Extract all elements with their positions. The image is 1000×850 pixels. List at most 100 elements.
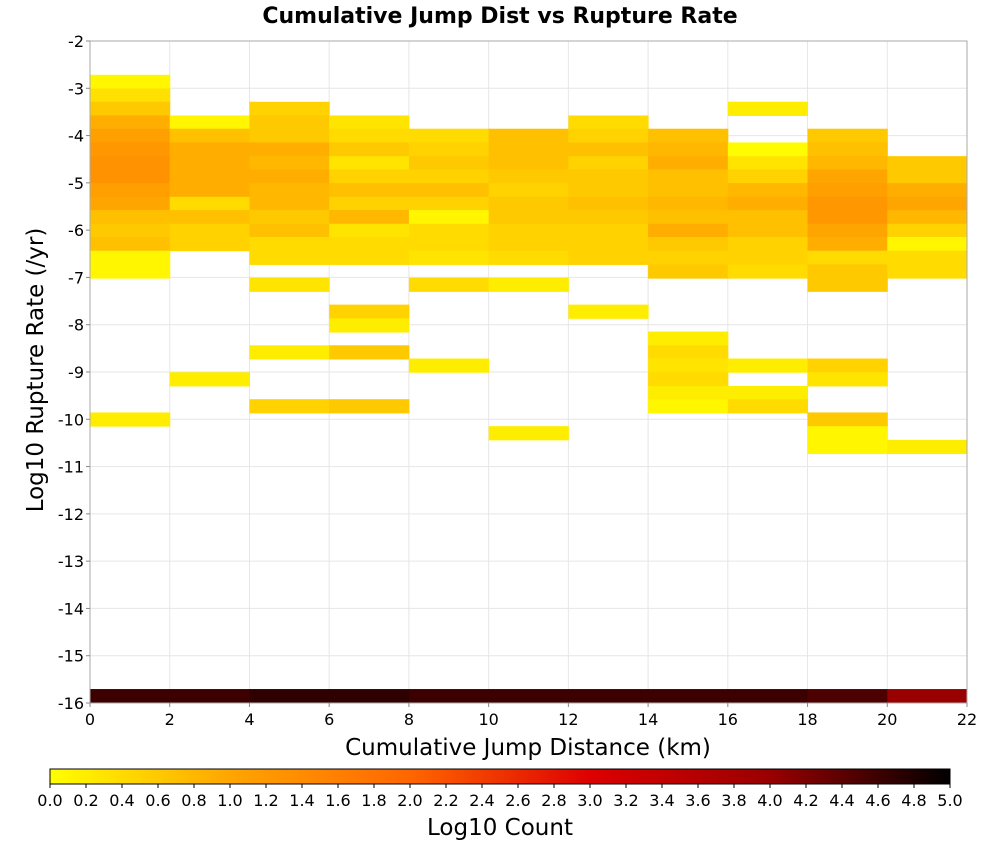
heatmap-cell — [408, 250, 490, 265]
heatmap-cell — [568, 196, 649, 212]
heatmap-cell — [90, 223, 171, 238]
heatmap-cell — [727, 250, 809, 265]
heatmap-cells — [90, 74, 968, 704]
heatmap-cell — [807, 169, 888, 184]
heatmap-cell — [648, 169, 729, 184]
heatmap-cell — [568, 115, 649, 130]
heatmap-cell — [488, 142, 569, 157]
heatmap-cell — [727, 689, 809, 704]
heatmap-cell — [169, 236, 250, 252]
heatmap-cell — [807, 236, 888, 252]
heatmap-cell — [169, 196, 250, 212]
colorbar-tick-label: 2.2 — [433, 791, 458, 810]
colorbar-tick-label: 1.8 — [361, 791, 386, 810]
heatmap-cell — [169, 223, 250, 238]
colorbar-label: Log10 Count — [427, 815, 573, 841]
y-tick-label: -10 — [58, 410, 84, 429]
heatmap-cell — [249, 250, 330, 265]
heatmap-cell — [90, 88, 171, 103]
heatmap-cell — [648, 331, 729, 346]
heatmap-cell — [807, 358, 888, 373]
x-tick-label: 10 — [478, 710, 498, 729]
y-tick-label: -5 — [68, 174, 84, 193]
heatmap-cell — [408, 223, 490, 238]
heatmap-cell — [807, 412, 888, 427]
heatmap-cell — [249, 101, 330, 116]
heatmap-cell — [807, 128, 888, 143]
x-tick-label: 4 — [244, 710, 254, 729]
x-tick-label: 8 — [404, 710, 414, 729]
heatmap-cell — [648, 372, 729, 387]
y-tick-label: -13 — [58, 552, 84, 571]
heatmap-cell — [169, 210, 250, 225]
heatmap-cell — [488, 169, 569, 184]
heatmap-cell — [249, 169, 330, 184]
heatmap-cell — [90, 236, 171, 252]
heatmap-cell — [90, 142, 171, 157]
heatmap-cell — [648, 223, 729, 238]
heatmap-cell — [90, 128, 171, 143]
heatmap-cell — [648, 264, 729, 279]
heatmap-cell — [408, 196, 490, 212]
heatmap-cell — [887, 264, 968, 279]
heatmap-cell — [329, 236, 410, 252]
heatmap-cell — [329, 142, 410, 157]
heatmap-cell — [249, 689, 330, 704]
heatmap-cell — [408, 169, 490, 184]
x-tick-label: 6 — [324, 710, 334, 729]
x-axis-label: Cumulative Jump Distance (km) — [345, 735, 711, 761]
colorbar-tick-label: 0.2 — [73, 791, 98, 810]
heatmap-cell — [807, 439, 888, 455]
heatmap-cell — [807, 277, 888, 292]
heatmap-cell — [408, 142, 490, 157]
heatmap-cell — [807, 426, 888, 441]
heatmap-cell — [408, 128, 490, 143]
colorbar-tick-label: 2.8 — [541, 791, 566, 810]
heatmap-cell — [568, 169, 649, 184]
colorbar-tick-label: 2.4 — [469, 791, 494, 810]
heatmap-cell — [249, 277, 330, 292]
heatmap-cell — [329, 689, 410, 704]
colorbar-tick-label: 0.8 — [181, 791, 206, 810]
heatmap-cell — [807, 183, 888, 198]
heatmap-cell — [648, 210, 729, 225]
colorbar — [49, 768, 951, 785]
heatmap-cell — [408, 277, 490, 292]
colorbar-tick-label: 4.6 — [865, 791, 890, 810]
x-tick-label: 20 — [877, 710, 897, 729]
colorbar-tick-label: 4.2 — [793, 791, 818, 810]
colorbar-tick-label: 3.4 — [649, 791, 674, 810]
heatmap-cell — [727, 385, 809, 401]
x-tick-label: 0 — [85, 710, 95, 729]
heatmap-cell — [249, 183, 330, 198]
heatmap-cell — [648, 250, 729, 265]
heatmap-cell — [329, 304, 410, 319]
heatmap-cell — [648, 358, 729, 373]
heatmap-cell — [727, 264, 809, 279]
heatmap-cell — [488, 156, 569, 171]
heatmap-cell — [807, 210, 888, 225]
heatmap-cell — [807, 223, 888, 238]
colorbar-tick-label: 0.4 — [109, 791, 134, 810]
heatmap-cell — [488, 196, 569, 212]
heatmap-cell — [488, 426, 569, 441]
heatmap-cell — [807, 156, 888, 171]
heatmap-cell — [90, 156, 171, 171]
heatmap-cell — [887, 250, 968, 265]
chart-title: Cumulative Jump Dist vs Rupture Rate — [262, 4, 737, 29]
heatmap-cell — [329, 210, 410, 225]
heatmap-cell — [568, 128, 649, 143]
heatmap-cell — [488, 277, 569, 292]
heatmap-cell — [648, 128, 729, 143]
heatmap-cell — [568, 210, 649, 225]
heatmap-cell — [488, 689, 569, 704]
heatmap-cell — [887, 223, 968, 238]
heatmap-cell — [807, 264, 888, 279]
heatmap-cell — [329, 250, 410, 265]
x-tick-label: 18 — [797, 710, 817, 729]
heatmap-cell — [169, 115, 250, 130]
colorbar-tick-label: 1.6 — [325, 791, 350, 810]
y-tick-label: -15 — [58, 647, 84, 666]
heatmap-cell — [887, 183, 968, 198]
plot-area — [89, 40, 968, 704]
